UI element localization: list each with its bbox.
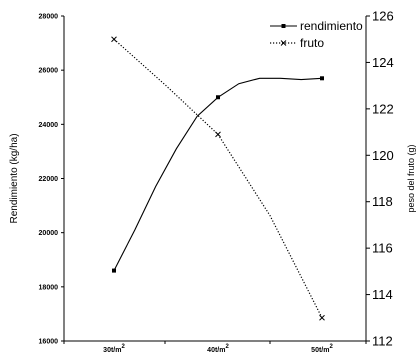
- left-axis-ticks: 16000 18000 20000 22000 24000 26000 28000: [39, 14, 64, 346]
- left-tick-label: 24000: [39, 122, 59, 129]
- x-tick-label: 40t/m2: [207, 344, 229, 354]
- right-tick-label: 118: [372, 194, 393, 209]
- right-tick-label: 122: [372, 101, 394, 116]
- y-axis-label-right: peso del fruto (g): [406, 144, 416, 212]
- y-axis-label-left: Rendimiento (kg/ha): [9, 133, 20, 223]
- x-tick-label: 30t/m2: [103, 344, 125, 354]
- series-line-rendimiento: [113, 77, 323, 271]
- right-axis-ticks: 112 114 116 118 120 122 124 126: [366, 9, 394, 349]
- x-axis-ticks: 30t/m2 40t/m2 50t/m2: [63, 341, 367, 354]
- right-tick-label: 116: [372, 241, 393, 256]
- plot-frame: [63, 16, 367, 342]
- legend: rendimiento fruto: [270, 19, 363, 50]
- left-tick-label: 18000: [39, 284, 59, 291]
- right-tick-label: 124: [372, 55, 394, 70]
- point-fruto: [319, 314, 325, 321]
- point-fruto: [215, 131, 221, 138]
- right-tick-label: 120: [372, 148, 394, 163]
- point-rendimiento: [216, 95, 220, 100]
- left-tick-label: 16000: [39, 339, 59, 346]
- legend-marker-rendimiento: [281, 24, 286, 28]
- point-rendimiento: [112, 268, 116, 273]
- series-line-fruto: [113, 38, 323, 319]
- series-layer: [111, 36, 325, 321]
- left-tick-label: 20000: [39, 230, 59, 237]
- legend-label-fruto: fruto: [300, 36, 324, 50]
- right-tick-label: 114: [372, 287, 393, 302]
- x-tick-label: 50t/m2: [311, 344, 333, 354]
- point-fruto: [111, 36, 117, 43]
- right-tick-label: 112: [372, 334, 393, 349]
- right-tick-label: 126: [372, 9, 394, 24]
- left-tick-label: 28000: [39, 14, 59, 21]
- legend-label-rendimiento: rendimiento: [300, 19, 363, 33]
- point-rendimiento: [320, 76, 324, 81]
- legend-marker-fruto: [280, 40, 287, 46]
- left-tick-label: 26000: [39, 68, 59, 75]
- left-tick-label: 22000: [39, 176, 59, 183]
